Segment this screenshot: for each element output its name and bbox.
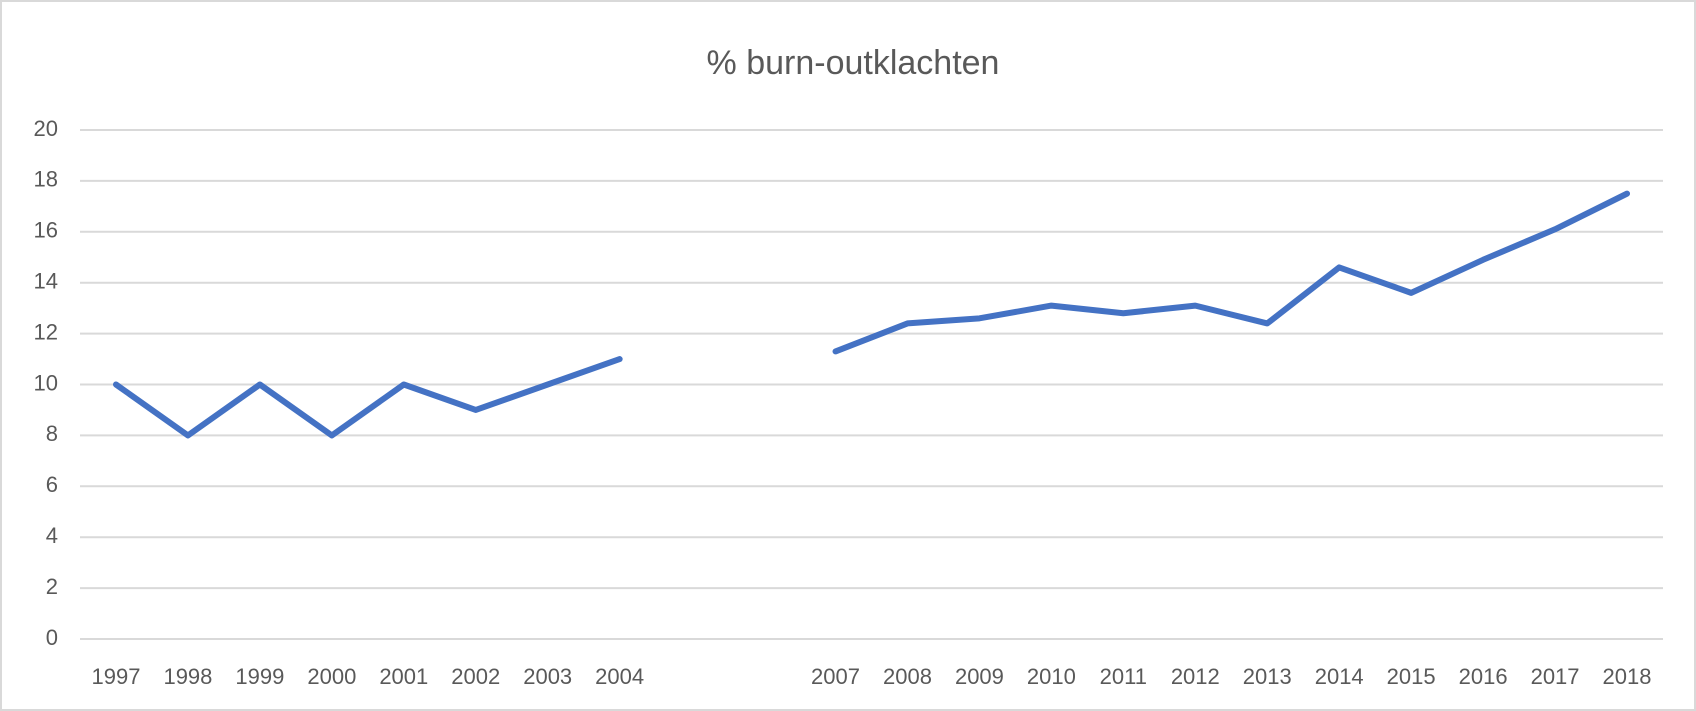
y-tick-label: 16 xyxy=(34,218,58,243)
y-tick-label: 4 xyxy=(46,523,58,548)
x-tick-label: 2014 xyxy=(1315,664,1364,689)
x-tick-label: 2009 xyxy=(955,664,1004,689)
y-tick-label: 20 xyxy=(34,116,58,141)
x-tick-label: 1998 xyxy=(163,664,212,689)
x-tick-label: 2010 xyxy=(1027,664,1076,689)
y-tick-label: 6 xyxy=(46,472,58,497)
x-tick-label: 2004 xyxy=(595,664,644,689)
x-tick-label: 2003 xyxy=(523,664,572,689)
data-line xyxy=(112,190,1631,439)
x-tick-label: 2015 xyxy=(1387,664,1436,689)
x-tick-label: 2002 xyxy=(451,664,500,689)
y-tick-label: 0 xyxy=(46,625,58,650)
y-tick-label: 2 xyxy=(46,574,58,599)
y-tick-label: 10 xyxy=(34,370,58,395)
x-tick-label: 2013 xyxy=(1243,664,1292,689)
x-tick-label: 2001 xyxy=(379,664,428,689)
x-tick-label: 2007 xyxy=(811,664,860,689)
x-tick-label: 1999 xyxy=(235,664,284,689)
x-tick-label: 2017 xyxy=(1531,664,1580,689)
y-tick-label: 18 xyxy=(34,167,58,192)
y-tick-label: 8 xyxy=(46,421,58,446)
x-tick-label: 2000 xyxy=(307,664,356,689)
chart-title: % burn-outklachten xyxy=(707,44,1000,82)
x-tick-label: 2008 xyxy=(883,664,932,689)
x-tick-label: 2011 xyxy=(1100,664,1147,689)
x-tick-label: 2016 xyxy=(1459,664,1508,689)
y-tick-label: 14 xyxy=(34,269,58,294)
x-tick-label: 2012 xyxy=(1171,664,1220,689)
x-tick-label: 2018 xyxy=(1603,664,1652,689)
y-tick-label: 12 xyxy=(34,319,58,344)
x-tick-label: 1997 xyxy=(92,664,141,689)
